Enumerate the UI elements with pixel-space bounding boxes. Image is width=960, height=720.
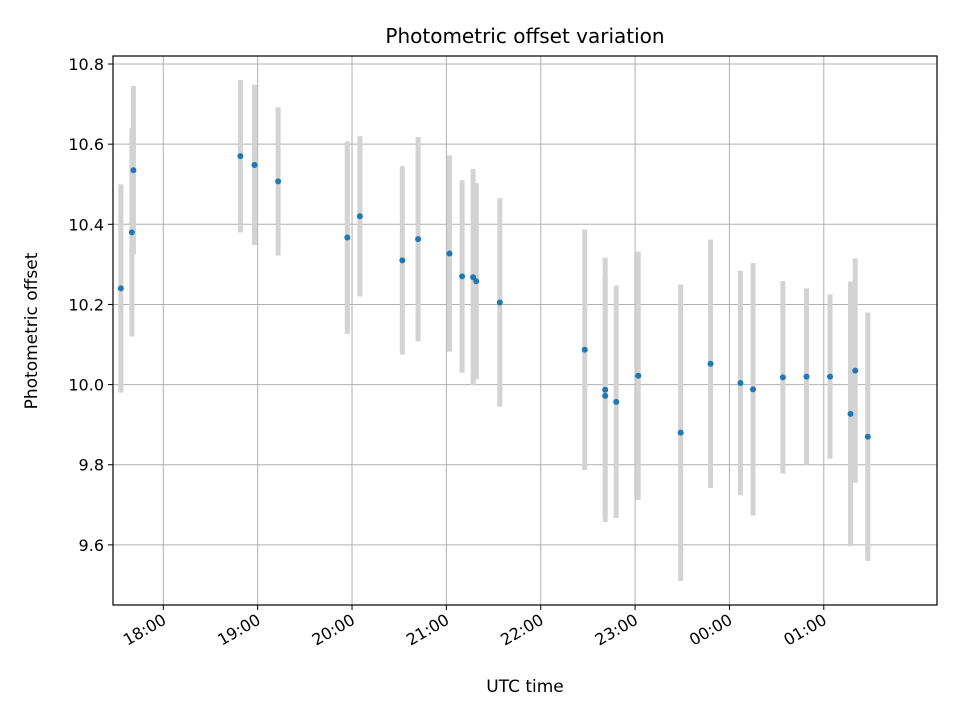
data-point [356, 213, 363, 220]
data-point [613, 398, 620, 405]
data-point [128, 229, 135, 236]
y-tick-label: 10.4 [68, 215, 104, 234]
y-tick-label: 10.2 [68, 295, 104, 314]
data-point [459, 273, 466, 280]
data-point [415, 236, 422, 243]
data-point [779, 374, 786, 381]
y-tick-label: 10.0 [68, 376, 104, 395]
data-point [446, 250, 453, 257]
y-tick-label: 10.8 [68, 55, 104, 74]
y-tick-label: 10.6 [68, 135, 104, 154]
data-point [399, 257, 406, 264]
data-point [473, 278, 480, 285]
data-point [130, 167, 137, 174]
data-point [344, 234, 351, 241]
data-point [496, 299, 503, 306]
data-point [827, 373, 834, 380]
data-point [677, 429, 684, 436]
data-point [852, 367, 859, 374]
data-point [635, 372, 642, 379]
data-point [602, 392, 609, 399]
data-point [275, 178, 282, 185]
plot-frame [112, 55, 938, 606]
y-axis-title: Photometric offset [22, 252, 42, 409]
data-point [737, 379, 744, 386]
data-point [251, 161, 258, 168]
data-point [750, 386, 757, 393]
data-point [803, 373, 810, 380]
data-point [707, 360, 714, 367]
chart-title: Photometric offset variation [385, 24, 664, 48]
data-point [864, 433, 871, 440]
data-point [602, 386, 609, 393]
data-points [117, 153, 871, 440]
y-tick-label: 9.8 [79, 456, 104, 475]
data-point [581, 346, 588, 353]
grid [113, 56, 937, 605]
y-tick-label: 9.6 [79, 536, 104, 555]
y-axis-ticks: 9.6 9.8 10.0 10.2 10.4 10.6 10.8 [68, 55, 113, 555]
data-point [847, 410, 854, 417]
x-axis-title: UTC time [486, 677, 564, 697]
data-point [237, 153, 244, 160]
data-point [117, 285, 124, 292]
